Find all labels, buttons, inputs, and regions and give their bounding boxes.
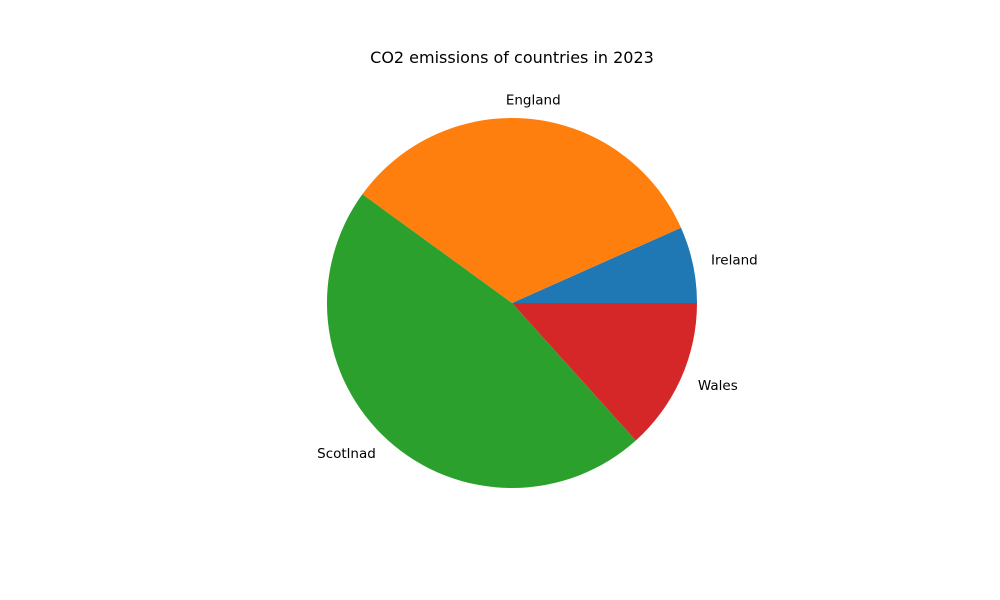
pie-slices [326,117,697,489]
pie-slice-scotlnad [326,194,636,489]
pie-slice-wales [512,303,697,441]
pie-label-scotlnad: Scotlnad [317,446,376,462]
pie-label-england: England [506,93,561,109]
pie-labels: Ireland England Scotlnad Wales [317,93,758,463]
chart-title: CO2 emissions of countries in 2023 [370,48,654,67]
pie-label-ireland: Ireland [711,253,758,269]
pie-slice-england [362,117,681,304]
pie-slice-ireland [512,227,697,303]
pie-label-wales: Wales [698,378,738,394]
